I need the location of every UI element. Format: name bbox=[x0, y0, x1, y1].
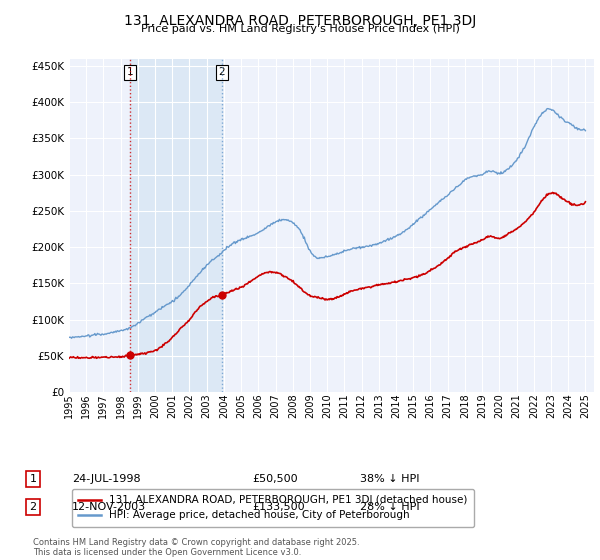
Text: £50,500: £50,500 bbox=[252, 474, 298, 484]
Text: 2: 2 bbox=[218, 67, 225, 77]
Text: 24-JUL-1998: 24-JUL-1998 bbox=[72, 474, 140, 484]
Text: 12-NOV-2003: 12-NOV-2003 bbox=[72, 502, 146, 512]
Text: £133,500: £133,500 bbox=[252, 502, 305, 512]
Text: 38% ↓ HPI: 38% ↓ HPI bbox=[360, 474, 419, 484]
Text: 1: 1 bbox=[29, 474, 37, 484]
Text: 131, ALEXANDRA ROAD, PETERBOROUGH, PE1 3DJ: 131, ALEXANDRA ROAD, PETERBOROUGH, PE1 3… bbox=[124, 14, 476, 28]
Text: 1: 1 bbox=[127, 67, 133, 77]
Bar bbox=[130, 59, 221, 392]
Text: Contains HM Land Registry data © Crown copyright and database right 2025.
This d: Contains HM Land Registry data © Crown c… bbox=[33, 538, 359, 557]
Text: Price paid vs. HM Land Registry's House Price Index (HPI): Price paid vs. HM Land Registry's House … bbox=[140, 24, 460, 34]
Legend: 131, ALEXANDRA ROAD, PETERBOROUGH, PE1 3DJ (detached house), HPI: Average price,: 131, ALEXANDRA ROAD, PETERBOROUGH, PE1 3… bbox=[71, 489, 474, 527]
Text: 28% ↓ HPI: 28% ↓ HPI bbox=[360, 502, 419, 512]
Text: 2: 2 bbox=[29, 502, 37, 512]
